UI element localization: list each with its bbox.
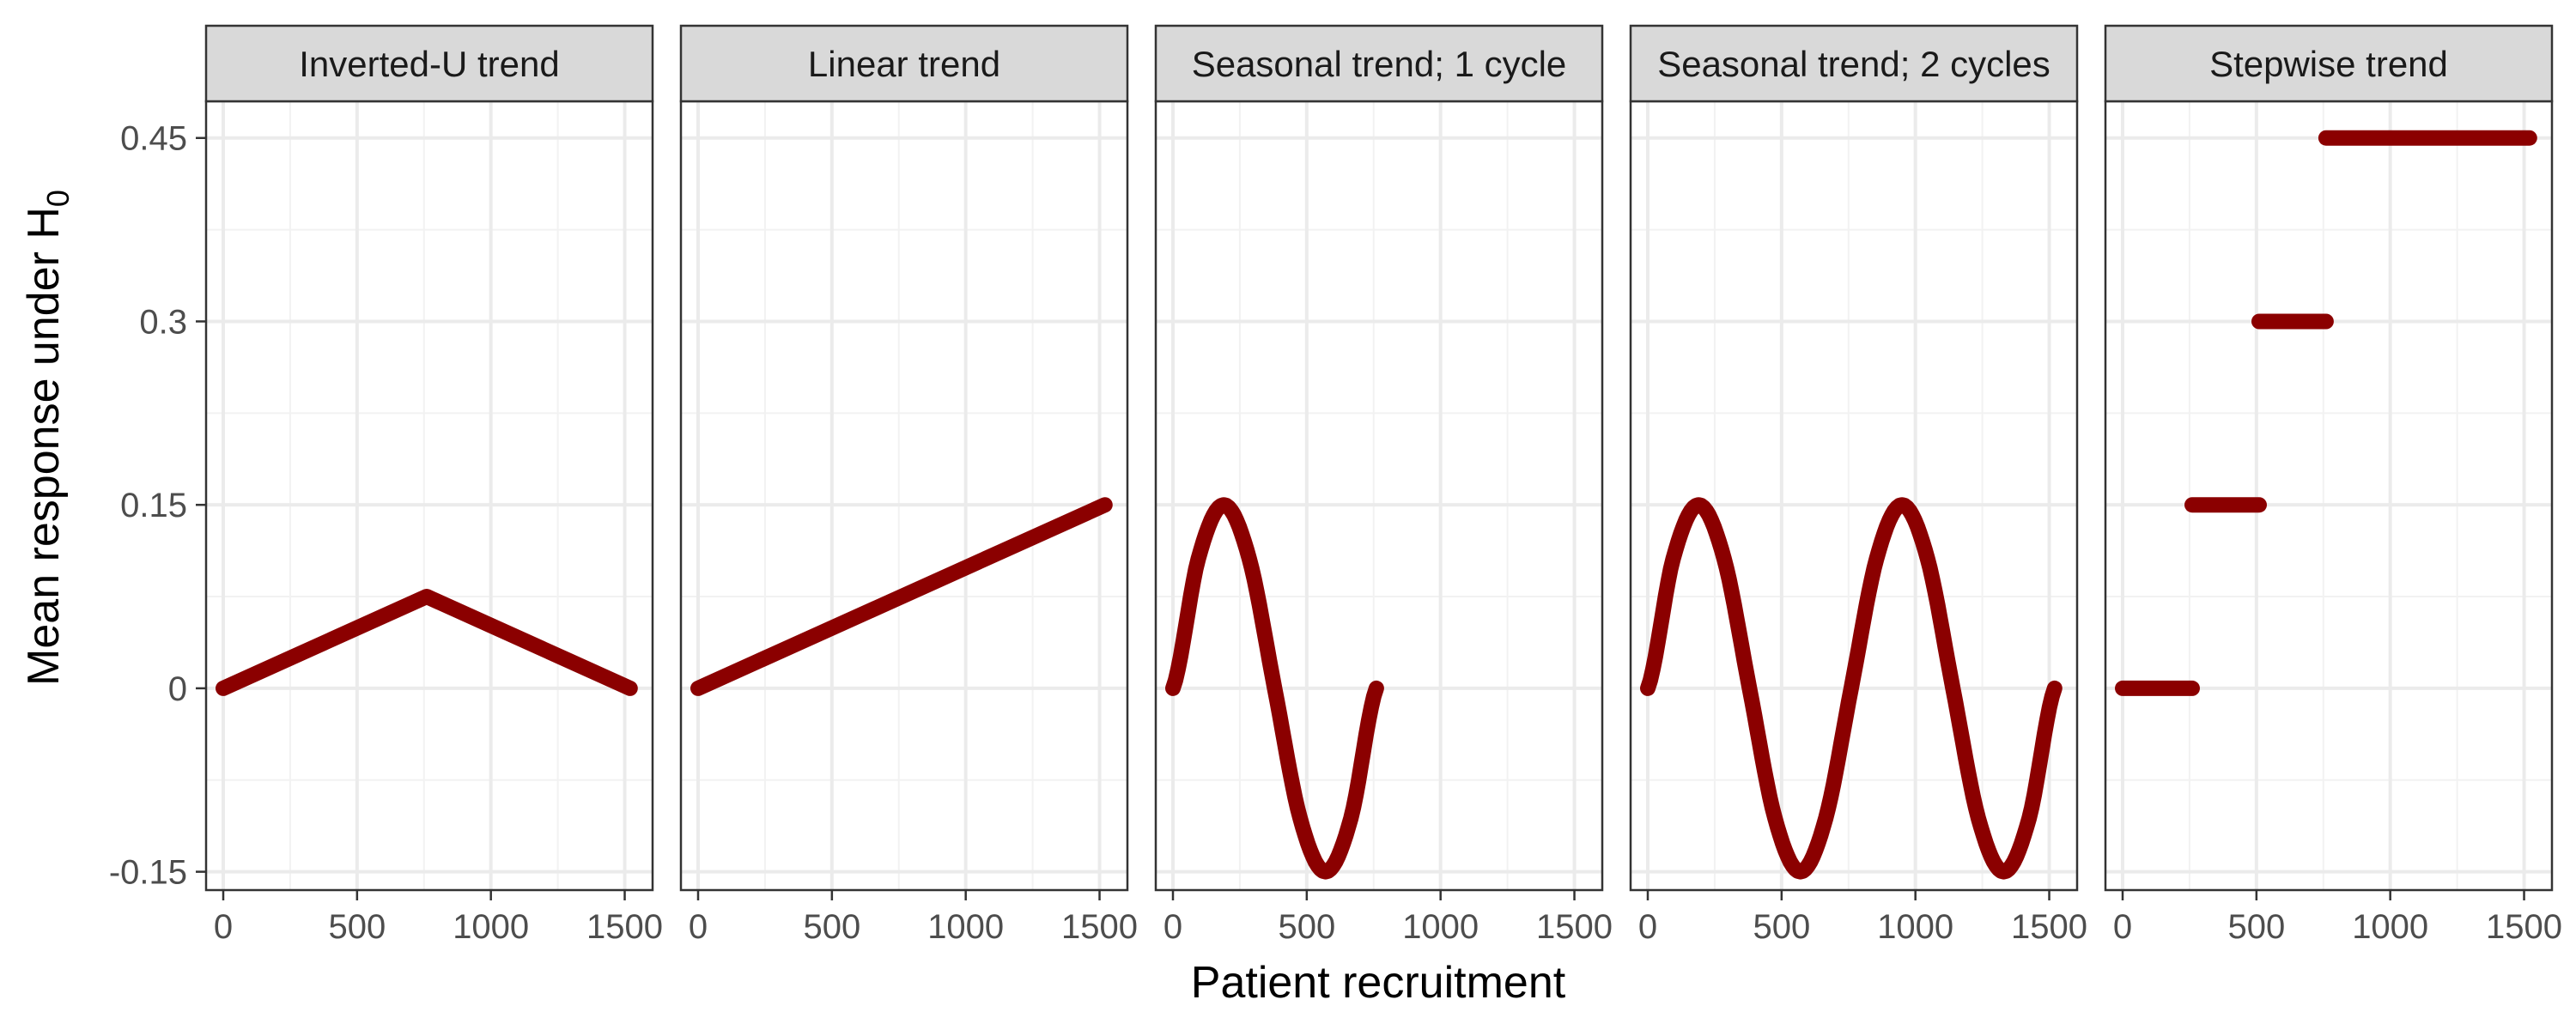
- x-tick-label: 0: [214, 908, 233, 946]
- panel-background: [2105, 101, 2552, 890]
- facet-strip: [2104, 24, 2554, 103]
- x-tick-label: 1000: [2352, 908, 2428, 946]
- x-tick-label: 1500: [2011, 908, 2087, 946]
- x-tick-label: 0: [1638, 908, 1657, 946]
- x-tick-label: 500: [2227, 908, 2285, 946]
- series-line: [216, 589, 638, 696]
- x-tick-label: 500: [328, 908, 386, 946]
- facet-panel: Stepwise trend 0 500 1000 1500: [2104, 24, 2562, 946]
- y-axis-title: Mean response under H0: [19, 190, 76, 686]
- y-tick-label: 0.3: [139, 303, 187, 341]
- series-line: [690, 497, 1113, 696]
- x-tick-label: 1500: [2486, 908, 2562, 946]
- series-line: [1640, 497, 2063, 880]
- panel-background: [1631, 101, 2077, 890]
- x-tick-label: 500: [803, 908, 860, 946]
- x-tick-label: 0: [689, 908, 708, 946]
- x-tick-label: 1500: [1061, 908, 1138, 946]
- x-tick-label: 1500: [1536, 908, 1613, 946]
- y-axis-title-main: Mean response under H: [19, 207, 69, 686]
- facet-title: Linear trend: [808, 44, 1000, 84]
- x-tick-label: 500: [1753, 908, 1810, 946]
- series-line: [1165, 497, 1384, 880]
- panel-background: [681, 101, 1127, 890]
- facet-title: Seasonal trend; 2 cycles: [1657, 44, 2050, 84]
- x-tick-label: 0: [1163, 908, 1182, 946]
- x-tick-label: 1500: [586, 908, 663, 946]
- x-tick-label: 1000: [927, 908, 1004, 946]
- facet-title: Seasonal trend; 1 cycle: [1192, 44, 1567, 84]
- facet-title: Inverted-U trend: [299, 44, 559, 84]
- facet-panel: Seasonal trend; 2 cycles 0 500 1000 1500: [1629, 24, 2087, 946]
- x-tick-label: 1000: [1402, 908, 1479, 946]
- y-axis: -0.15 0 0.15 0.3 0.45: [109, 120, 206, 892]
- x-tick-label: 1000: [453, 908, 529, 946]
- y-tick-label: 0: [168, 670, 187, 708]
- x-axis-title: Patient recruitment: [1191, 958, 1566, 1008]
- facet-panel: Linear trend 0 500 1000 1500: [679, 24, 1138, 946]
- y-tick-label: -0.15: [109, 854, 187, 892]
- facet-title: Stepwise trend: [2209, 44, 2448, 84]
- x-tick-label: 0: [2113, 908, 2132, 946]
- x-tick-label: 500: [1278, 908, 1335, 946]
- facet-strip: [679, 24, 1129, 103]
- facet-strip: [1154, 24, 1604, 103]
- panel-background: [206, 101, 653, 890]
- y-axis-title-subscript: 0: [40, 190, 76, 207]
- facet-strip: [1629, 24, 2079, 103]
- y-tick-label: 0.15: [120, 487, 187, 524]
- facet-panel: Seasonal trend; 1 cycle 0 500 1000 1500: [1154, 24, 1613, 946]
- panel-background: [1156, 101, 1602, 890]
- y-tick-label: 0.45: [120, 120, 187, 158]
- x-tick-label: 1000: [1877, 908, 1953, 946]
- facet-strip: [204, 24, 654, 103]
- facet-panel: Inverted-U trend 0 500 1000 1500: [204, 24, 663, 946]
